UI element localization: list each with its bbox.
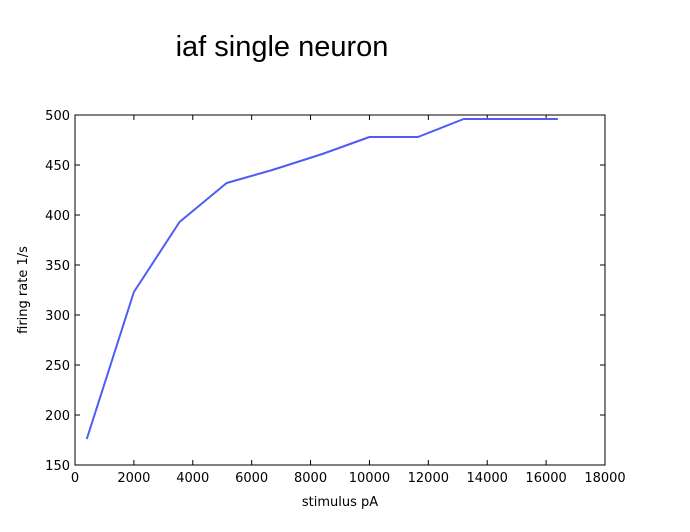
y-tick-label: 200 xyxy=(45,409,70,424)
x-axis-ticks: 0 2000 4000 6000 8000 10000 12000 14000 16000 180… xyxy=(71,115,626,486)
x-axis-label: stimulus pA xyxy=(302,495,378,510)
y-tick-label: 450 xyxy=(45,159,70,174)
y-axis-label: firing rate 1/s xyxy=(16,246,31,334)
x-tick-label: 0 xyxy=(71,471,79,486)
x-tick-label: 4000 xyxy=(176,471,209,486)
x-tick-label: 12000 xyxy=(408,471,449,486)
y-tick-label: 300 xyxy=(45,309,70,324)
series-layer xyxy=(85,118,558,440)
y-tick-label: 250 xyxy=(45,359,70,374)
x-tick-label: 14000 xyxy=(467,471,508,486)
x-tick-label: 2000 xyxy=(117,471,150,486)
plot-area-frame xyxy=(74,114,606,466)
x-tick-label: 10000 xyxy=(349,471,390,486)
y-axis-ticks: 150 200 250 300 350 400 450 500 xyxy=(45,109,605,474)
y-tick-label: 400 xyxy=(45,209,70,224)
y-tick-label: 350 xyxy=(45,259,70,274)
x-tick-label: 6000 xyxy=(235,471,268,486)
chart-title: iaf single neuron xyxy=(176,31,389,63)
y-tick-label: 500 xyxy=(45,109,70,124)
x-tick-label: 16000 xyxy=(525,471,566,486)
series-line-0 xyxy=(85,118,558,440)
x-tick-label: 18000 xyxy=(584,471,625,486)
x-tick-label: 8000 xyxy=(294,471,327,486)
y-tick-label: 150 xyxy=(45,459,70,474)
